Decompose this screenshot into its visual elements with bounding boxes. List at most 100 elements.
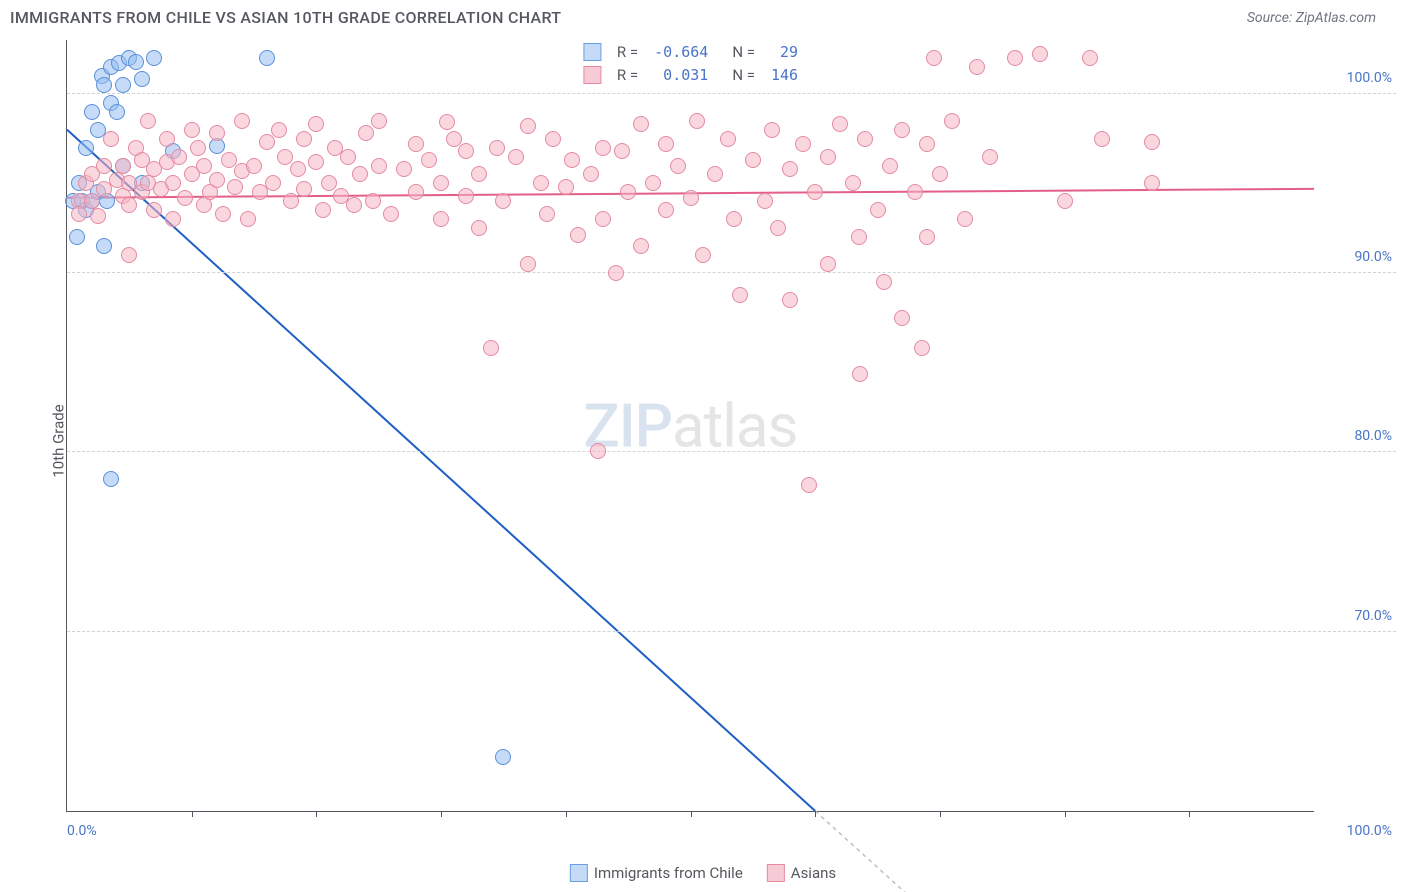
data-point xyxy=(115,158,131,174)
data-point xyxy=(645,175,661,191)
data-point xyxy=(633,116,649,132)
data-point xyxy=(1057,193,1073,209)
data-point xyxy=(69,229,85,245)
x-tick xyxy=(1065,811,1066,817)
data-point xyxy=(745,152,761,168)
data-point xyxy=(782,292,798,308)
data-point xyxy=(396,161,412,177)
legend-item: Immigrants from Chile xyxy=(570,864,743,882)
data-point xyxy=(259,134,275,150)
data-point xyxy=(764,122,780,138)
data-point xyxy=(520,256,536,272)
y-axis-label: 10th Grade xyxy=(50,404,68,477)
data-point xyxy=(633,238,649,254)
chart-title: IMMIGRANTS FROM CHILE VS ASIAN 10TH GRAD… xyxy=(10,8,561,27)
data-point xyxy=(165,211,181,227)
x-min-label: 0.0% xyxy=(67,823,97,839)
data-point xyxy=(483,340,499,356)
data-point xyxy=(96,77,112,93)
legend-item: Asians xyxy=(767,864,836,882)
data-point xyxy=(683,190,699,206)
x-tick xyxy=(940,811,941,817)
data-point xyxy=(1032,46,1048,62)
data-point xyxy=(408,136,424,152)
data-point xyxy=(801,477,817,493)
data-point xyxy=(283,193,299,209)
data-point xyxy=(408,184,424,200)
data-point xyxy=(84,104,100,120)
x-max-label: 100.0% xyxy=(1347,823,1392,839)
data-point xyxy=(1082,50,1098,66)
data-point xyxy=(882,158,898,174)
data-point xyxy=(371,158,387,174)
legend-row: R =-0.664N =29 xyxy=(575,40,806,63)
data-point xyxy=(695,247,711,263)
data-point xyxy=(146,50,162,66)
source-label: Source: ZipAtlas.com xyxy=(1247,10,1376,26)
data-point xyxy=(658,136,674,152)
plot-region: ZIPatlas R =-0.664N =29R =0.031N =146 70… xyxy=(66,40,1314,812)
data-point xyxy=(296,131,312,147)
data-point xyxy=(103,471,119,487)
data-point xyxy=(852,366,868,382)
data-point xyxy=(732,287,748,303)
data-point xyxy=(919,229,935,245)
data-point xyxy=(421,152,437,168)
data-point xyxy=(944,113,960,129)
data-point xyxy=(346,197,362,213)
data-point xyxy=(234,113,250,129)
data-point xyxy=(271,122,287,138)
data-point xyxy=(121,247,137,263)
data-point xyxy=(196,158,212,174)
data-point xyxy=(115,77,131,93)
data-point xyxy=(520,118,536,134)
data-point xyxy=(707,166,723,182)
data-point xyxy=(720,131,736,147)
correlation-legend: R =-0.664N =29R =0.031N =146 xyxy=(575,40,806,86)
data-point xyxy=(471,166,487,182)
data-point xyxy=(982,149,998,165)
legend-row: R =0.031N =146 xyxy=(575,63,806,86)
data-point xyxy=(128,54,144,70)
data-point xyxy=(140,113,156,129)
data-point xyxy=(914,340,930,356)
data-point xyxy=(614,143,630,159)
data-point xyxy=(851,229,867,245)
data-point xyxy=(90,208,106,224)
gridline xyxy=(67,631,1396,632)
data-point xyxy=(1094,131,1110,147)
data-point xyxy=(308,154,324,170)
data-point xyxy=(845,175,861,191)
data-point xyxy=(315,202,331,218)
x-tick xyxy=(815,811,816,817)
data-point xyxy=(608,265,624,281)
data-point xyxy=(96,238,112,254)
data-point xyxy=(471,220,487,236)
data-point xyxy=(177,190,193,206)
x-tick xyxy=(691,811,692,817)
data-point xyxy=(558,179,574,195)
data-point xyxy=(820,256,836,272)
gridline xyxy=(67,93,1396,94)
data-point xyxy=(590,443,606,459)
y-tick-label: 80.0% xyxy=(1354,428,1392,444)
data-point xyxy=(146,202,162,218)
data-point xyxy=(246,158,262,174)
data-point xyxy=(969,59,985,75)
trend-lines xyxy=(67,40,1314,811)
data-point xyxy=(71,206,87,222)
data-point xyxy=(820,149,836,165)
data-point xyxy=(689,113,705,129)
series-legend: Immigrants from Chile Asians xyxy=(570,864,836,882)
data-point xyxy=(184,122,200,138)
data-point xyxy=(876,274,892,290)
data-point xyxy=(919,136,935,152)
x-tick xyxy=(566,811,567,817)
data-point xyxy=(259,50,275,66)
data-point xyxy=(446,131,462,147)
data-point xyxy=(620,184,636,200)
data-point xyxy=(433,175,449,191)
data-point xyxy=(165,175,181,191)
x-tick xyxy=(316,811,317,817)
data-point xyxy=(209,172,225,188)
